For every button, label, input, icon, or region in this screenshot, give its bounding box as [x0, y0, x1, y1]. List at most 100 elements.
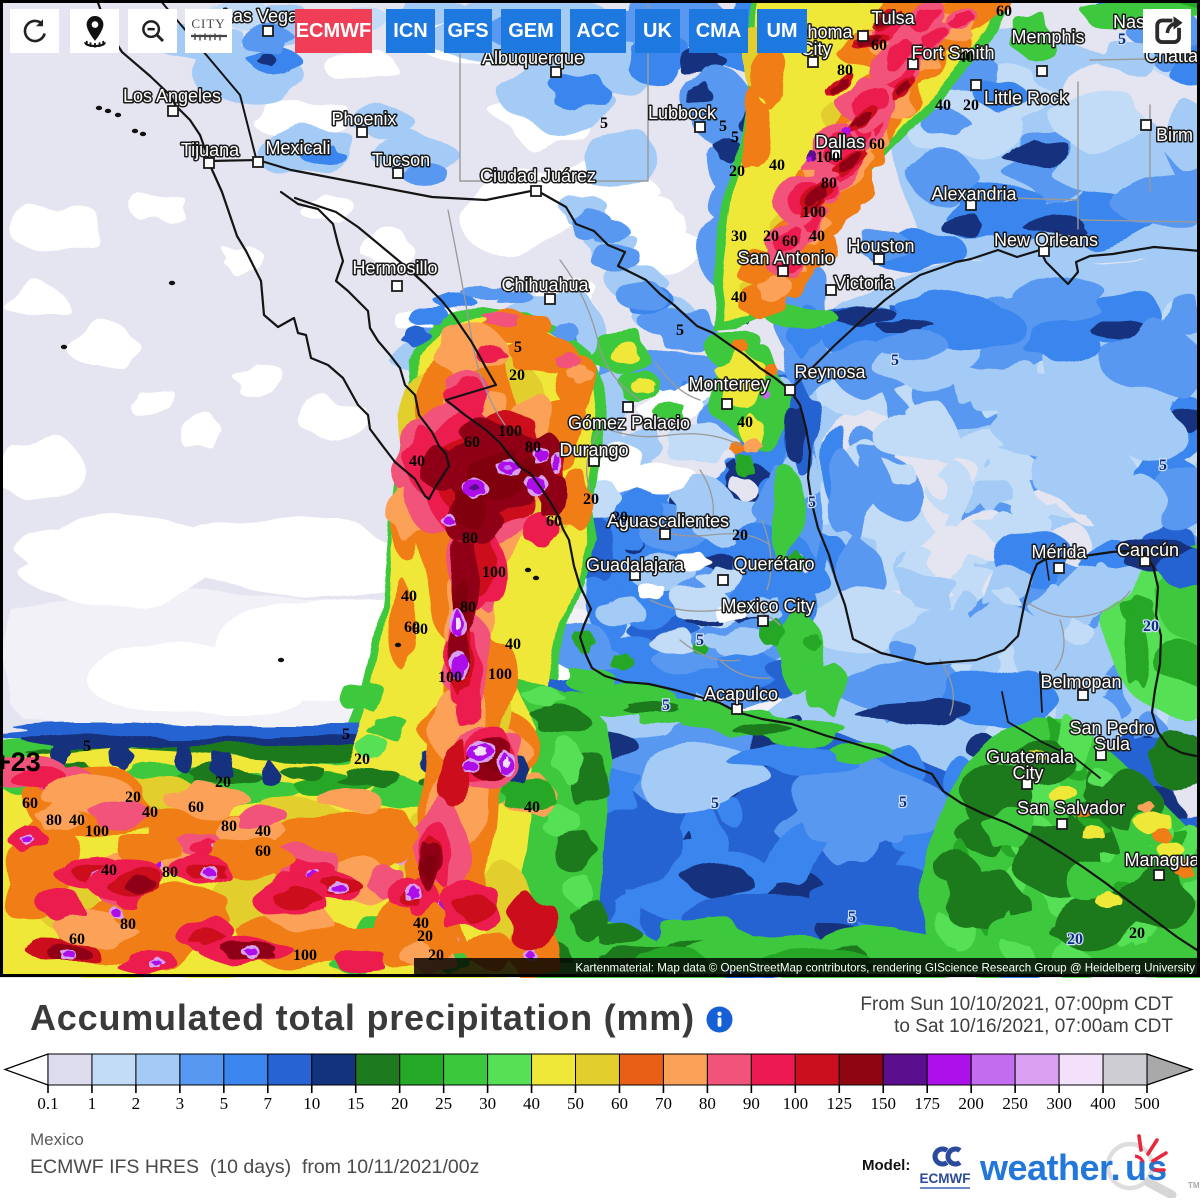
svg-text:Reynosa: Reynosa — [794, 362, 866, 382]
svg-text:TM: TM — [1188, 1181, 1200, 1190]
svg-text:Cancún: Cancún — [1117, 540, 1179, 560]
svg-text:20: 20 — [417, 928, 433, 945]
svg-text:Kartenmaterial: Map data © Ope: Kartenmaterial: Map data © OpenStreetMap… — [575, 962, 1195, 975]
svg-text:Lubbock: Lubbock — [648, 103, 717, 123]
svg-text:5: 5 — [848, 909, 856, 926]
svg-text:1: 1 — [88, 1094, 97, 1113]
svg-text:20: 20 — [125, 789, 141, 806]
svg-text:San Pedro: San Pedro — [1069, 718, 1154, 738]
svg-text:80: 80 — [46, 812, 62, 829]
svg-text:30: 30 — [731, 228, 747, 245]
svg-text:5: 5 — [731, 129, 739, 146]
svg-text:10: 10 — [303, 1094, 320, 1113]
svg-text:60: 60 — [996, 3, 1012, 20]
svg-text:5: 5 — [220, 1094, 229, 1113]
svg-text:San Antonio: San Antonio — [737, 248, 834, 268]
svg-text:Los Angeles: Los Angeles — [123, 86, 221, 106]
svg-text:20: 20 — [354, 751, 370, 768]
svg-text:Managua: Managua — [1124, 850, 1200, 870]
svg-text:Victoria: Victoria — [834, 273, 895, 293]
svg-text:Chihuahua: Chihuahua — [501, 275, 589, 295]
svg-text:Memphis: Memphis — [1011, 27, 1084, 47]
svg-text:100: 100 — [293, 947, 317, 964]
svg-text:Tulsa: Tulsa — [871, 8, 915, 28]
svg-text:20: 20 — [612, 509, 628, 526]
svg-text:Guadalajara: Guadalajara — [586, 555, 685, 575]
svg-text:80: 80 — [162, 864, 178, 881]
svg-text:100: 100 — [498, 423, 522, 440]
svg-text:15: 15 — [347, 1094, 364, 1113]
svg-text:40: 40 — [731, 289, 747, 306]
svg-text:20: 20 — [1129, 925, 1145, 942]
svg-text:100: 100 — [488, 666, 512, 683]
svg-text:60: 60 — [412, 621, 428, 638]
svg-text:5: 5 — [342, 726, 350, 743]
svg-text:0.1: 0.1 — [37, 1094, 58, 1113]
svg-text:60: 60 — [22, 795, 38, 812]
svg-text:ahoma: ahoma — [797, 22, 853, 42]
svg-text:Mexico City: Mexico City — [721, 596, 814, 616]
svg-text:Las Vegas: Las Vegas — [223, 6, 307, 26]
svg-text:5: 5 — [696, 632, 704, 649]
svg-text:40: 40 — [505, 636, 521, 653]
svg-text:Sula: Sula — [1094, 734, 1131, 754]
svg-text:Gómez Palacio: Gómez Palacio — [568, 413, 690, 433]
svg-text:60: 60 — [871, 37, 887, 54]
svg-text:5: 5 — [600, 115, 608, 132]
svg-text:5: 5 — [808, 494, 816, 511]
svg-text:50: 50 — [567, 1094, 584, 1113]
svg-text:Belmopan: Belmopan — [1040, 672, 1121, 692]
svg-text:25: 25 — [435, 1094, 452, 1113]
svg-text:2: 2 — [132, 1094, 141, 1113]
svg-text:60: 60 — [69, 931, 85, 948]
svg-text:40: 40 — [737, 414, 753, 431]
svg-text:100: 100 — [85, 823, 109, 840]
svg-text:Monterrey: Monterrey — [688, 374, 769, 394]
svg-text:100: 100 — [802, 204, 826, 221]
svg-text:30: 30 — [479, 1094, 496, 1113]
svg-text:175: 175 — [914, 1094, 940, 1113]
svg-text:Tucson: Tucson — [372, 150, 430, 170]
svg-text:Querétaro: Querétaro — [733, 554, 814, 574]
svg-text:100: 100 — [816, 149, 840, 166]
svg-text:80: 80 — [837, 62, 853, 79]
svg-text:500: 500 — [1134, 1094, 1160, 1113]
svg-text:40: 40 — [769, 157, 785, 174]
svg-text:40: 40 — [401, 588, 417, 605]
svg-text:Hermosillo: Hermosillo — [352, 258, 437, 278]
svg-text:60: 60 — [404, 619, 420, 636]
svg-text:20: 20 — [391, 1094, 408, 1113]
svg-text:80: 80 — [699, 1094, 716, 1113]
svg-text:5: 5 — [891, 352, 899, 369]
svg-text:40: 40 — [101, 862, 117, 879]
svg-text:20: 20 — [1067, 931, 1083, 948]
svg-text:Acapulco: Acapulco — [704, 684, 778, 704]
svg-text:40: 40 — [524, 799, 540, 816]
svg-text:Fort Smith: Fort Smith — [911, 43, 994, 63]
svg-text:ECMWF: ECMWF — [920, 1171, 971, 1186]
svg-text:40: 40 — [935, 97, 951, 114]
svg-text:5: 5 — [1159, 457, 1167, 474]
svg-text:New Orleans: New Orleans — [994, 230, 1098, 250]
svg-text:Birm: Birm — [1156, 125, 1193, 145]
svg-text:40: 40 — [69, 812, 85, 829]
svg-text:San Salvador: San Salvador — [1017, 798, 1125, 818]
svg-text:20: 20 — [1143, 618, 1159, 635]
svg-text:5: 5 — [719, 118, 727, 135]
svg-text:5: 5 — [711, 795, 719, 812]
svg-text:5: 5 — [514, 339, 522, 356]
svg-text:80: 80 — [221, 818, 237, 835]
svg-text:70: 70 — [655, 1094, 672, 1113]
svg-text:Phoenix: Phoenix — [331, 109, 396, 129]
svg-text:20: 20 — [583, 491, 599, 508]
svg-text:60: 60 — [782, 233, 798, 250]
svg-text:20: 20 — [215, 774, 231, 791]
svg-text:80: 80 — [462, 530, 478, 547]
svg-text:Houston: Houston — [847, 236, 914, 256]
svg-text:20: 20 — [963, 97, 979, 114]
svg-text:100: 100 — [438, 669, 462, 686]
svg-text:City: City — [801, 39, 832, 59]
svg-text:60: 60 — [188, 799, 204, 816]
svg-text:5: 5 — [1118, 31, 1126, 48]
svg-text:40: 40 — [809, 228, 825, 245]
